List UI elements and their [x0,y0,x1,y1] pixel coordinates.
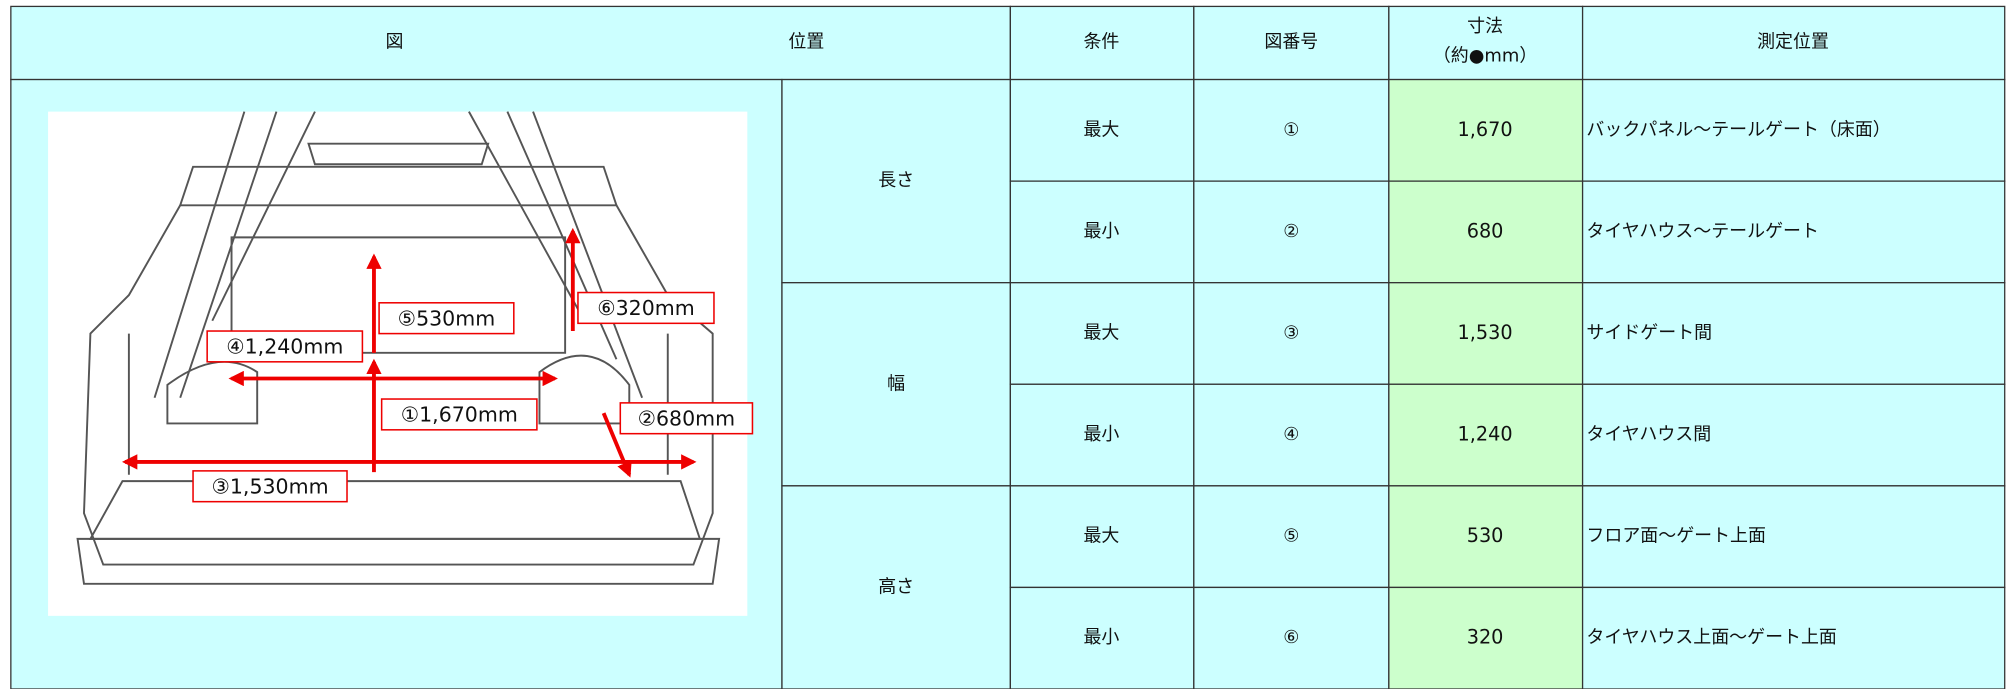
label-box [577,291,715,325]
cell [1581,180,2006,284]
figure-label: ⑤530mm [398,306,496,330]
cell [1009,485,1195,589]
dimension: 1,240 [1458,423,1513,446]
measure: サイドゲート間 [1586,322,1712,343]
measure: タイヤハウス～テールゲート [1586,221,1819,242]
figure-no: ② [1283,221,1299,242]
figure-no: ④ [1283,424,1299,445]
cell [1581,282,2006,385]
figure-label: ①1,670mm [401,403,518,427]
cell [1388,180,1584,284]
figure-no: ③ [1283,322,1299,343]
dimension: 320 [1467,626,1504,649]
position-cell [781,78,1011,284]
label-box [192,470,348,503]
position-text: 長さ [878,170,914,191]
figure-label: ④1,240mm [226,335,343,359]
cell [1581,586,2006,689]
header-text: 測定位置 [1757,31,1829,52]
cell [1193,485,1390,589]
header-text: 図 [385,31,403,52]
measure: バックパネル～テールゲート（床面） [1586,119,1890,140]
cell [1388,485,1584,589]
cell [1009,282,1195,385]
cell [1388,586,1584,689]
dimension: 680 [1467,219,1504,242]
label-box [378,302,515,335]
position-text: 高さ [878,576,914,597]
cell [1009,383,1195,487]
header-text: 図番号 [1264,31,1318,52]
position-text: 幅 [887,373,905,394]
header-text: （約●mm） [1433,45,1538,66]
cell [1193,586,1390,689]
cell [1388,383,1584,487]
figure-label: ③1,530mm [211,475,328,499]
header-text: 位置 [788,31,824,52]
cell [1581,485,2006,589]
dimension: 1,670 [1458,118,1513,141]
cell [1581,383,2006,487]
figure-bg [48,111,748,616]
figure: ⑤530mm ⑥320mm ④1,240mm ①1,670mm ②680mm ③1,530… [48,111,754,616]
cell [1581,78,2006,182]
label-box [380,398,538,431]
figure-no: ① [1283,119,1299,140]
cell [1009,180,1195,284]
figure-no: ⑤ [1283,526,1299,547]
condition: 最大 [1083,119,1119,140]
measure: フロア面～ゲート上面 [1586,526,1766,547]
header-cell [10,5,1011,81]
condition: 最小 [1083,221,1119,242]
condition: 最小 [1083,424,1119,445]
header-cell [1009,5,1195,81]
figure-label: ⑥320mm [597,296,695,320]
header-cell [1193,5,1390,81]
condition: 最大 [1083,526,1119,547]
header-cell [1581,5,2006,81]
figure-no: ⑥ [1283,627,1299,648]
measure: タイヤハウス間 [1586,424,1711,445]
condition: 最大 [1083,322,1119,343]
label-box [619,402,754,435]
dimension: 530 [1467,524,1504,547]
cell [1388,78,1584,182]
dimension: 1,530 [1458,321,1513,344]
header-text: 寸法 [1467,16,1503,37]
condition: 最小 [1083,627,1119,648]
figure-label: ②680mm [638,407,736,431]
label-box [206,330,364,363]
header-cell [1388,5,1584,81]
position-cell [781,485,1011,689]
cell [1009,78,1195,182]
position-cell [781,282,1011,487]
measure: タイヤハウス上面～ゲート上面 [1586,627,1836,648]
cell [1193,282,1390,385]
header-text: 条件 [1083,31,1119,52]
cell [1193,78,1390,182]
cell [1388,282,1584,385]
